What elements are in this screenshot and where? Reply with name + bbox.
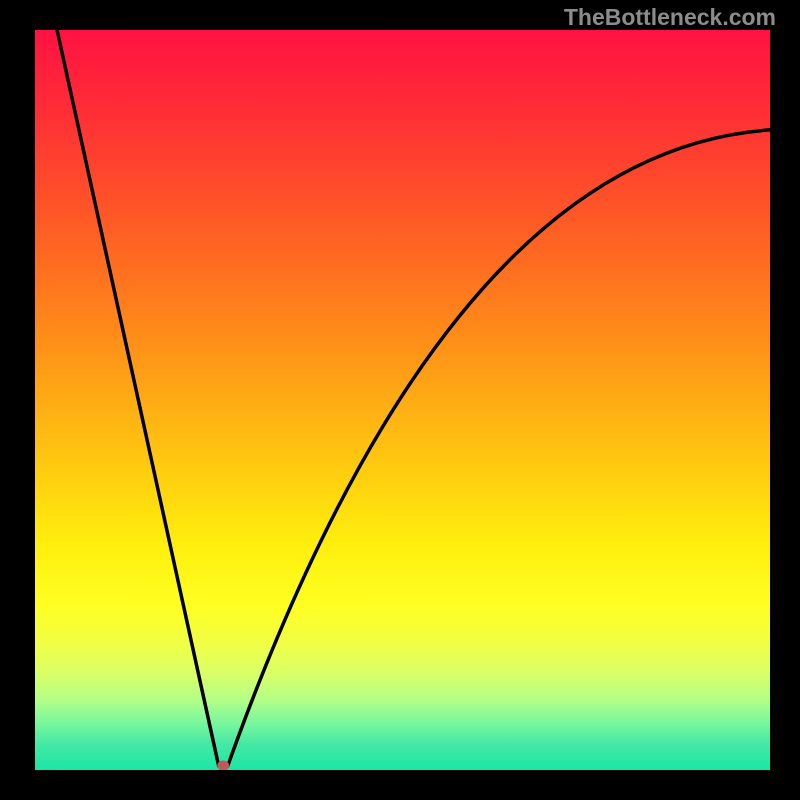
plot-region [35,30,770,770]
chart-container: TheBottleneck.com [0,0,800,800]
curve-layer [35,30,770,770]
watermark-text: TheBottleneck.com [564,4,776,31]
